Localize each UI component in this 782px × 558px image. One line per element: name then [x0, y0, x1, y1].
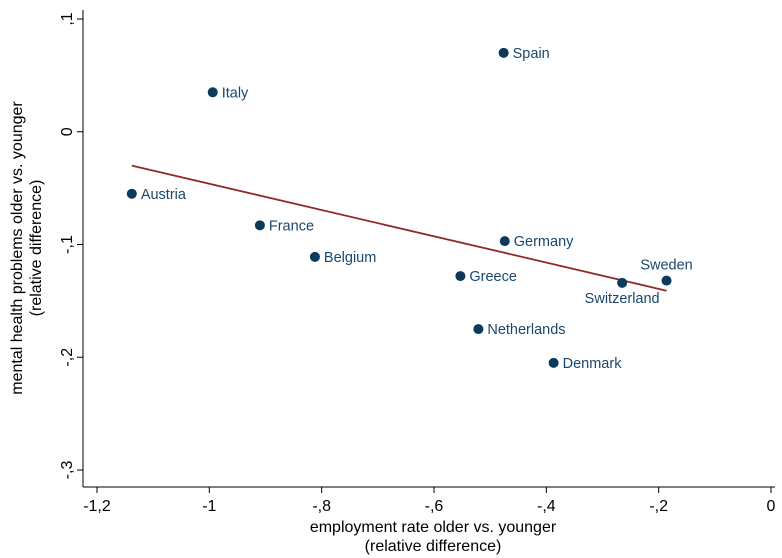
axes — [82, 10, 775, 488]
point-spain — [498, 47, 509, 58]
y-axis-title-line-2: (relative difference) — [28, 180, 45, 317]
y-tick-label-3: 0 — [59, 127, 76, 136]
points-group: Spain Italy Austria France Belgium Germany Gre… — [126, 46, 693, 372]
y-tick-label-2: -,1 — [59, 235, 76, 254]
point-label-france: France — [269, 218, 314, 234]
point-label-sweden: Sweden — [640, 258, 692, 274]
point-label-netherlands: Netherlands — [487, 322, 565, 338]
point-greece — [455, 271, 466, 282]
y-tick-label-4: ,1 — [59, 12, 76, 25]
y-tick-label-1: -,2 — [59, 348, 76, 367]
point-label-denmark: Denmark — [563, 356, 623, 372]
point-label-spain: Spain — [513, 46, 550, 62]
point-label-austria: Austria — [141, 187, 187, 203]
x-tick-label-5: -,2 — [649, 498, 668, 515]
point-belgium — [309, 251, 320, 262]
point-austria — [126, 188, 137, 199]
point-label-germany: Germany — [514, 234, 574, 250]
point-label-italy: Italy — [222, 85, 249, 101]
point-netherlands — [473, 324, 484, 335]
fit-line — [131, 164, 667, 292]
fit-line-group — [131, 164, 667, 292]
point-sweden — [661, 275, 672, 286]
point-france — [254, 220, 265, 231]
y-axis-title-line-1: mental health problems older vs. younger — [9, 101, 26, 395]
x-tick-label-6: 0 — [767, 498, 776, 515]
x-tick-label-3: -,6 — [425, 498, 444, 515]
x-tick-label-1: -1 — [202, 498, 216, 515]
point-denmark — [548, 357, 559, 368]
point-germany — [499, 236, 510, 247]
point-italy — [207, 87, 218, 98]
x-tick-label-0: -1,2 — [83, 498, 111, 515]
y-tick-label-0: -,3 — [59, 461, 76, 480]
ticks: -1,2 -1 -,8 -,6 -,4 -,2 0 -,3 -,2 -,1 0 ,1 — [59, 12, 776, 515]
point-label-switzerland: Switzerland — [585, 291, 660, 307]
x-axis-title-line-2: (relative difference) — [365, 538, 502, 555]
point-label-greece: Greece — [469, 269, 517, 285]
point-label-belgium: Belgium — [324, 250, 376, 266]
x-axis-title-line-1: employment rate older vs. younger — [310, 519, 557, 536]
axis-titles: employment rate older vs. younger (relat… — [9, 101, 557, 555]
point-switzerland — [617, 277, 628, 288]
x-tick-label-2: -,8 — [312, 498, 331, 515]
x-tick-label-4: -,4 — [537, 498, 556, 515]
